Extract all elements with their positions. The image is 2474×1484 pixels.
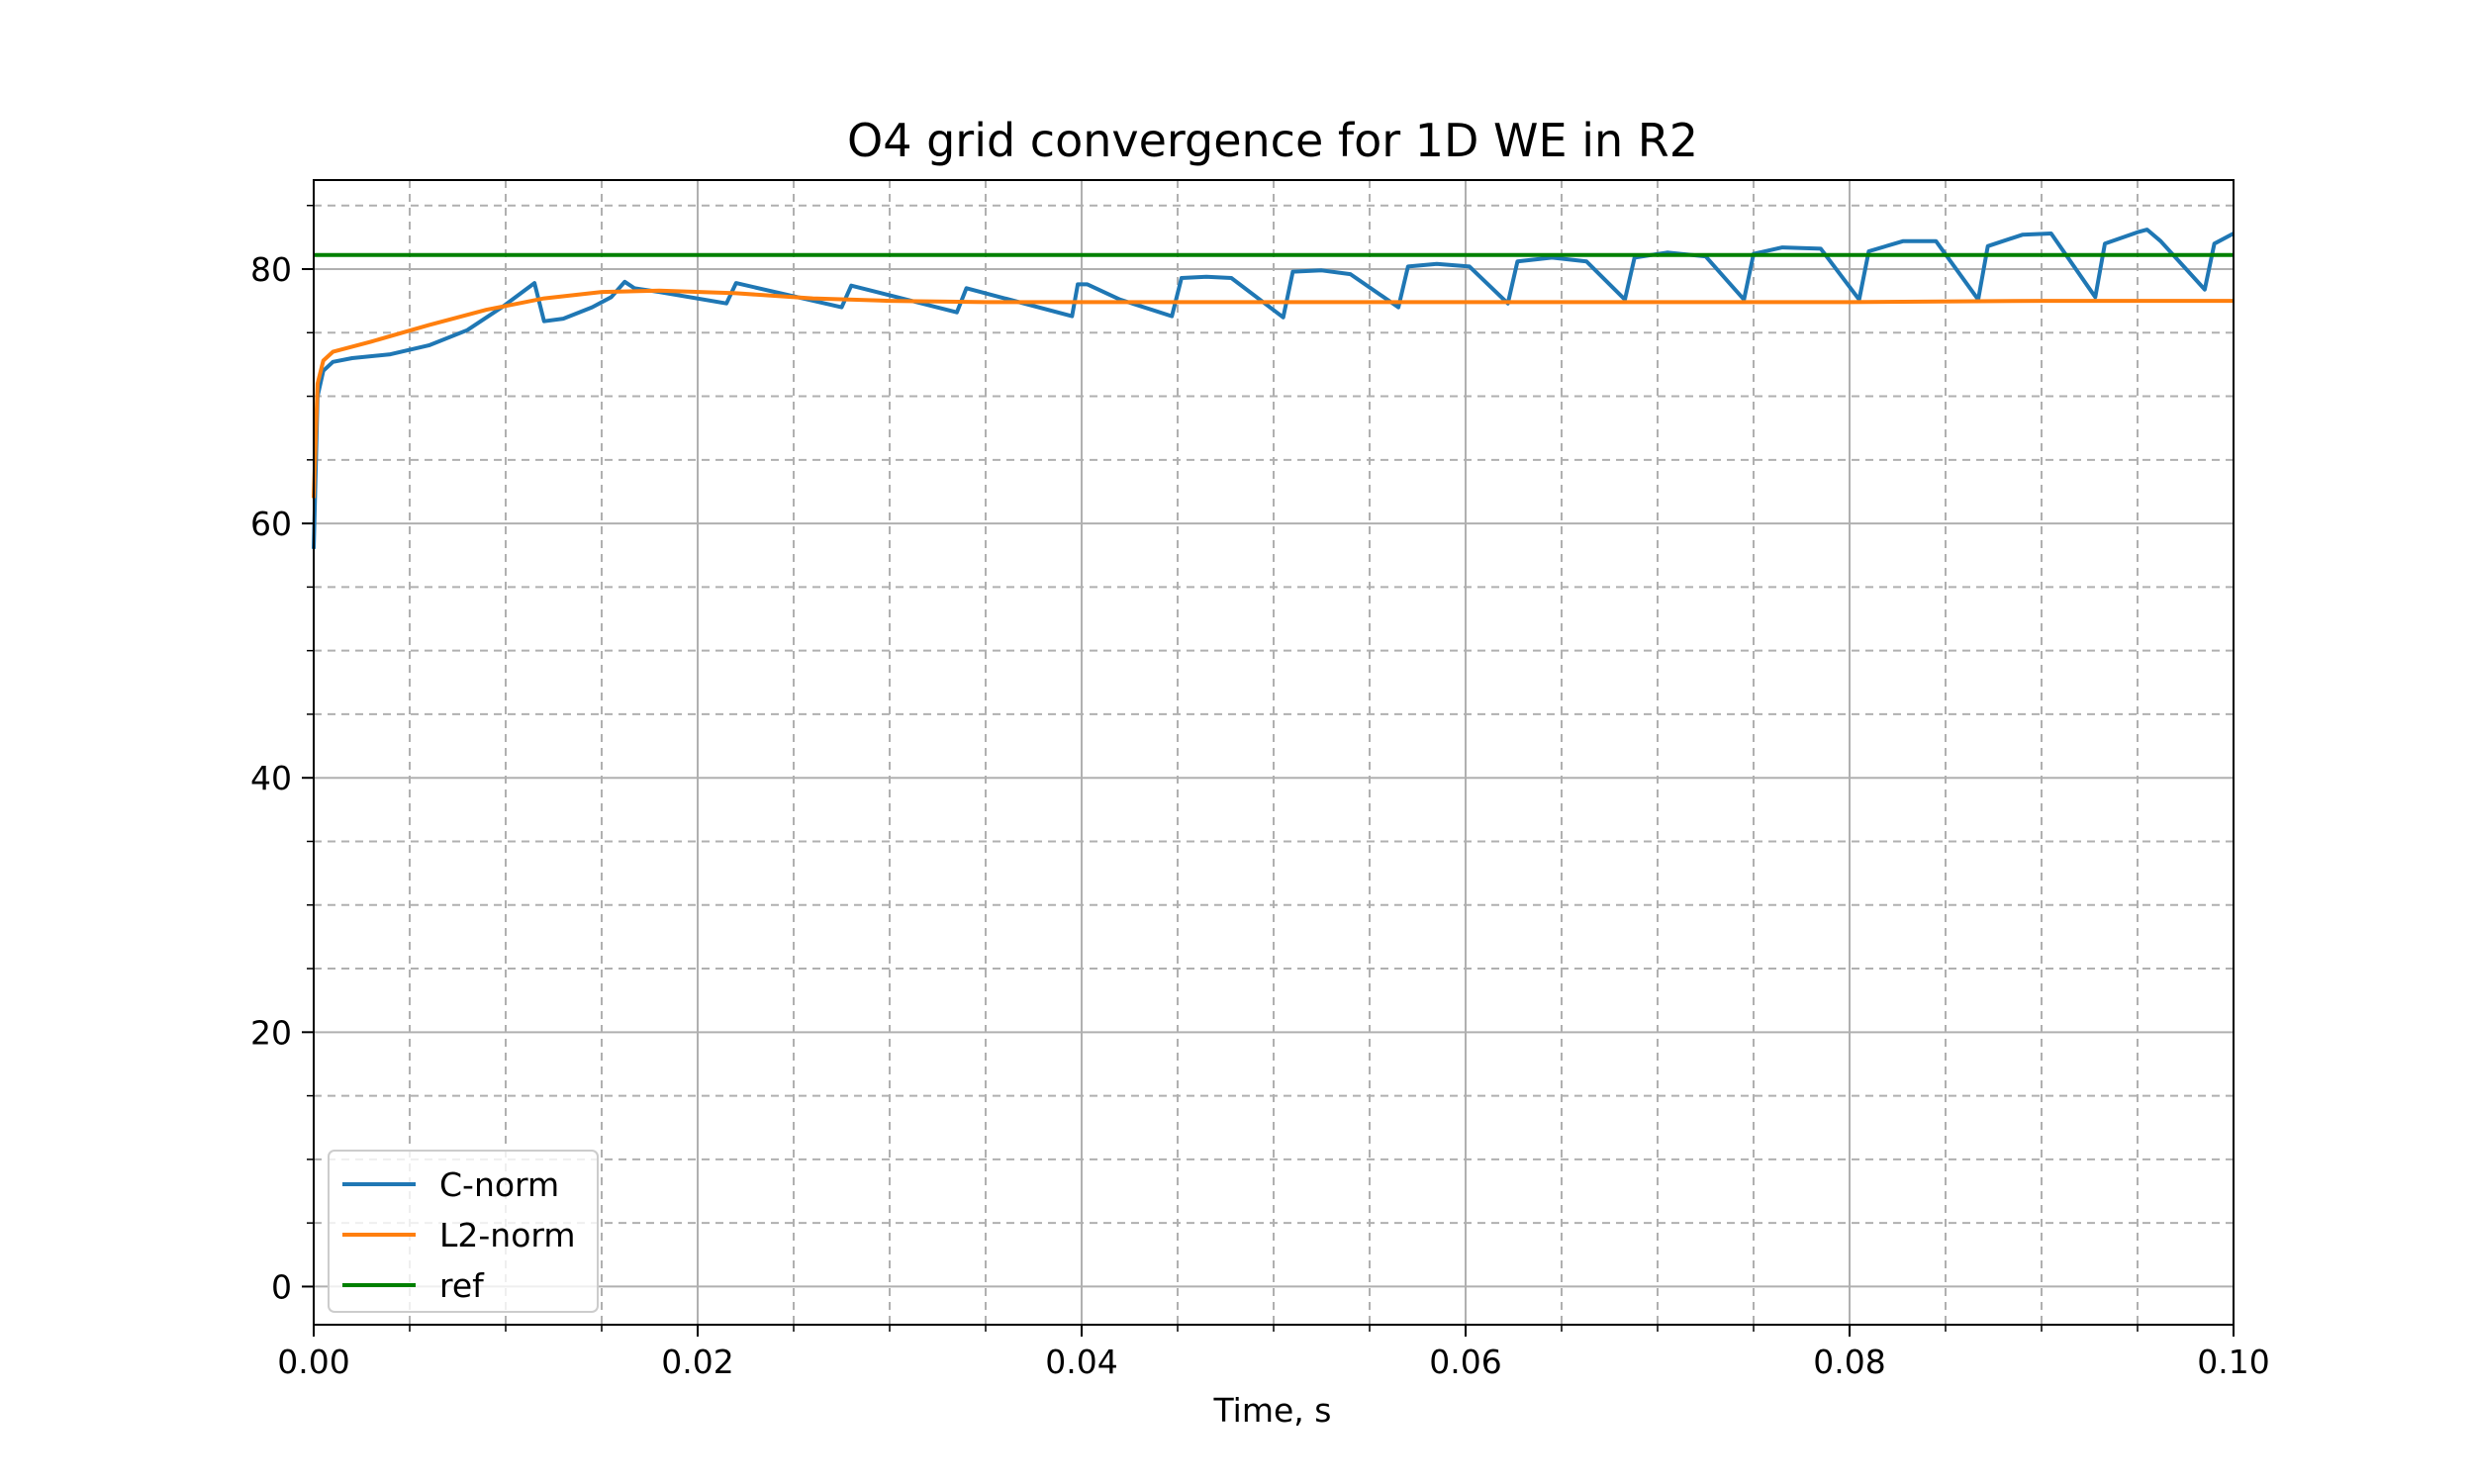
x-tick-label: 0.10 — [2197, 1343, 2269, 1381]
y-tick-label: 60 — [250, 505, 292, 543]
legend-box — [328, 1150, 599, 1313]
x-tick-label: 0.08 — [1813, 1343, 1885, 1381]
y-tick-label: 0 — [271, 1267, 292, 1306]
y-tick-label: 80 — [250, 250, 292, 289]
x-axis-label: Time, s — [1213, 1391, 1332, 1430]
legend-label-ref: ref — [439, 1266, 485, 1305]
legend-label-l2-norm: L2-norm — [439, 1216, 576, 1254]
x-tick-label: 0.02 — [661, 1343, 733, 1381]
x-tick-label: 0.06 — [1429, 1343, 1501, 1381]
series-line-l2-norm — [312, 288, 2234, 499]
y-tick-label: 20 — [250, 1013, 292, 1052]
axis-ticks — [302, 204, 2235, 1337]
tick-labels: 0.00 0.02 0.04 0.06 0.08 0.10 0 20 40 60 80 — [250, 250, 2270, 1381]
x-tick-label: 0.04 — [1045, 1343, 1117, 1381]
legend: C-norm L2-norm ref — [328, 1150, 599, 1313]
chart-title: O4 grid convergence for 1D WE in R2 — [847, 114, 1698, 167]
x-tick-label: 0.00 — [277, 1343, 349, 1381]
y-tick-label: 40 — [250, 759, 292, 797]
major-grid — [314, 180, 2234, 1325]
series-layer — [312, 228, 2235, 549]
legend-label-c-norm: C-norm — [439, 1165, 559, 1204]
minor-grid — [314, 180, 2234, 1325]
